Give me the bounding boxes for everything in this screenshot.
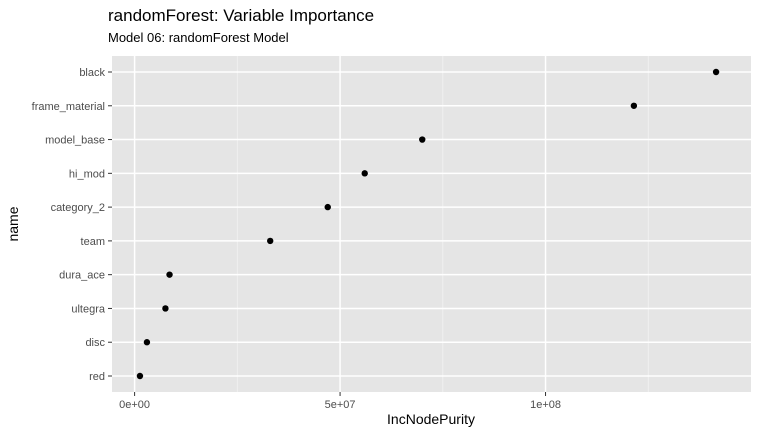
y-tick-label: dura_ace (59, 270, 105, 282)
y-tick-label: frame_material (32, 101, 105, 113)
data-point (162, 305, 169, 312)
data-point (166, 271, 173, 278)
chart-title: randomForest: Variable Importance (108, 6, 374, 25)
data-point (143, 339, 151, 346)
chart-subtitle: Model 06: randomForest Model (108, 30, 289, 45)
x-axis-ticks: 0e+00 5e+07 1e+08 (119, 392, 561, 411)
major-gridlines (112, 56, 751, 392)
data-point (267, 237, 274, 245)
y-tick-label: black (79, 67, 105, 79)
data-point (324, 203, 331, 211)
y-tick-label: category_2 (51, 202, 105, 214)
y-tick-label: ultegra (71, 303, 106, 315)
x-tick-label: 0e+00 (119, 399, 150, 411)
y-tick-label: red (89, 371, 105, 383)
y-axis-label: name (5, 206, 21, 241)
y-tick-label: model_base (45, 135, 105, 147)
x-axis-label: IncNodePurity (387, 411, 475, 427)
x-tick-label: 1e+08 (530, 399, 561, 411)
data-point (419, 136, 426, 143)
data-point (630, 102, 638, 109)
x-tick-label: 5e+07 (325, 399, 356, 411)
data-point (361, 170, 368, 177)
plot-panel (112, 56, 751, 392)
y-tick-label: team (81, 236, 105, 248)
y-tick-label: hi_mod (69, 168, 105, 180)
data-point (712, 68, 720, 76)
minor-gridlines (236, 56, 649, 392)
y-tick-label: disc (85, 337, 105, 349)
data-point (136, 372, 144, 380)
data-points (136, 68, 720, 380)
y-axis-ticks: black frame_material model_base hi_modcateg… (32, 67, 112, 383)
